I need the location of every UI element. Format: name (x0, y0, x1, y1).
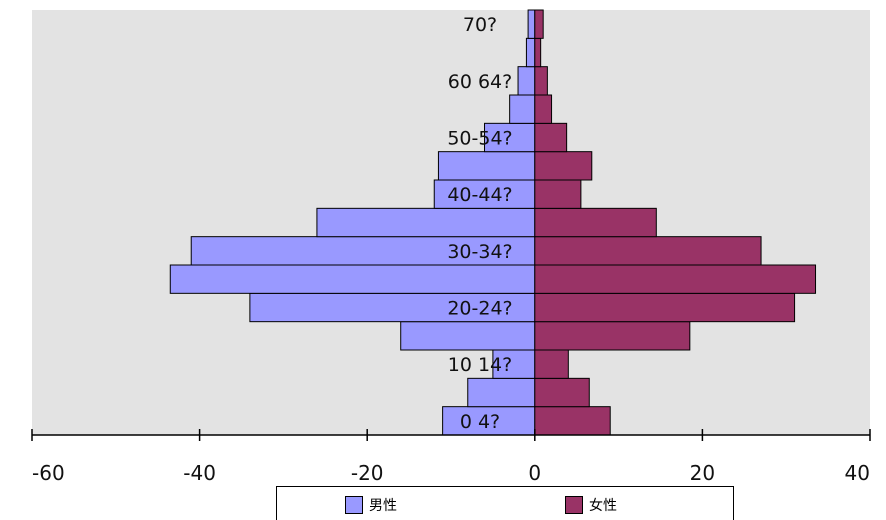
category-label: 50-54? (447, 128, 512, 150)
category-label: 30-34? (447, 241, 512, 263)
bar-male-45-49 (437, 151, 536, 181)
x-tick-label: 40 (845, 461, 870, 485)
bar-male-55-59 (509, 94, 536, 124)
bar-female-0-4 (534, 406, 611, 436)
x-tick-label: -40 (183, 461, 216, 485)
bar-male-20-24 (249, 292, 536, 323)
bar-male-35-39 (316, 207, 536, 238)
category-label: 20-24? (447, 298, 512, 320)
category-label: 60 64? (448, 71, 512, 93)
legend-label-female: 女性 (589, 498, 617, 514)
bar-female-20-24 (534, 292, 796, 323)
category-label: 0 4? (460, 411, 500, 433)
category-label: 70? (463, 14, 497, 36)
bar-female-35-39 (534, 207, 657, 238)
bar-male-70+ (527, 9, 536, 39)
bar-male-25-29 (169, 264, 536, 294)
x-tick-label: -20 (351, 461, 384, 485)
bar-female-50-54 (534, 122, 568, 153)
bar-male-50-54 (484, 122, 536, 153)
bar-female-60-64 (534, 66, 548, 96)
bar-female-55-59 (534, 94, 553, 124)
bar-male-0-4 (442, 406, 536, 436)
legend-swatch-male (345, 496, 363, 514)
bar-male-30-34 (190, 236, 536, 266)
category-label: 40-44? (447, 184, 512, 206)
x-tick-label: 0 (528, 461, 541, 485)
bar-female-30-34 (534, 236, 762, 266)
bar-male-40-44 (433, 179, 536, 209)
bar-female-65-69 (534, 37, 542, 68)
legend-label-male: 男性 (369, 498, 397, 514)
bar-female-5-9 (534, 377, 590, 408)
bar-female-40-44 (534, 179, 582, 209)
bar-male-15-19 (400, 321, 536, 351)
category-label: 10 14? (448, 354, 512, 376)
bar-male-5-9 (467, 377, 536, 408)
bar-female-70+ (534, 9, 544, 39)
legend-swatch-female (565, 496, 583, 514)
x-tick-label: 20 (690, 461, 715, 485)
bar-female-15-19 (534, 321, 691, 351)
legend-item-female: 女性 (565, 495, 617, 515)
bar-male-60-64 (517, 66, 536, 96)
bar-female-25-29 (534, 264, 817, 294)
legend: 男性 女性 (276, 486, 734, 520)
legend-item-male: 男性 (345, 495, 397, 515)
bar-female-45-49 (534, 151, 593, 181)
x-tick-label: -60 (32, 461, 65, 485)
bar-female-10-14 (534, 349, 569, 379)
bar-male-65-69 (525, 37, 536, 68)
